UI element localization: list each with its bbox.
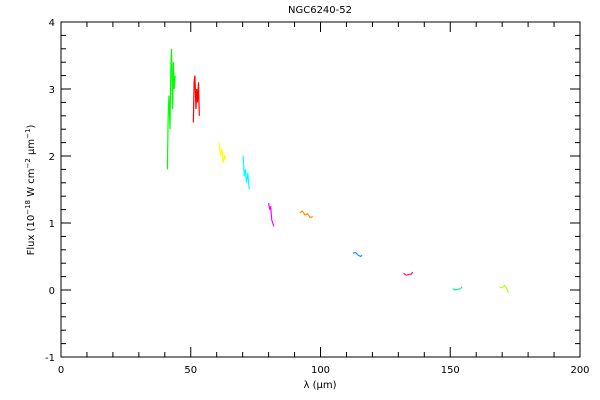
y-axis-label-part: )	[26, 125, 37, 129]
spectrum-segment	[218, 142, 227, 163]
spectrum-segment	[299, 210, 313, 219]
spectrum-segment	[268, 202, 275, 227]
y-tick-label: 1	[49, 219, 55, 230]
x-tick-label: 0	[58, 365, 64, 376]
y-axis-label-exponent: −18	[24, 200, 32, 215]
y-axis-label-part: Flux (10	[26, 215, 37, 256]
x-tick-label: 150	[441, 365, 460, 376]
y-axis-label-part: μm	[26, 139, 37, 158]
x-tick-label: 200	[570, 365, 589, 376]
y-tick-label: 0	[49, 286, 55, 297]
chart-title: NGC6240-52	[288, 5, 352, 16]
spectrum-segment	[403, 271, 414, 276]
x-tick-label: 100	[311, 365, 330, 376]
spectrum-segment	[452, 286, 463, 291]
y-axis-label-part: W cm	[26, 169, 37, 200]
spectrum-segment	[192, 75, 200, 123]
y-axis-label-exponent: −2	[24, 158, 32, 168]
y-tick-label: 3	[49, 85, 55, 96]
spectrum-segment	[499, 284, 510, 294]
y-tick-label: 2	[49, 152, 55, 163]
spectrum-segment	[352, 251, 363, 258]
y-axis-label: Flux (10−18 W cm−2 μm−1)	[24, 125, 37, 256]
x-axis-label: λ (μm)	[303, 380, 336, 391]
y-tick-label: 4	[49, 18, 55, 29]
y-tick-label: -1	[45, 353, 55, 364]
spectrum-segment	[242, 155, 250, 190]
spectrum-segment	[166, 48, 176, 170]
y-axis-label-exponent: −1	[24, 129, 32, 139]
x-tick-label: 50	[184, 365, 197, 376]
